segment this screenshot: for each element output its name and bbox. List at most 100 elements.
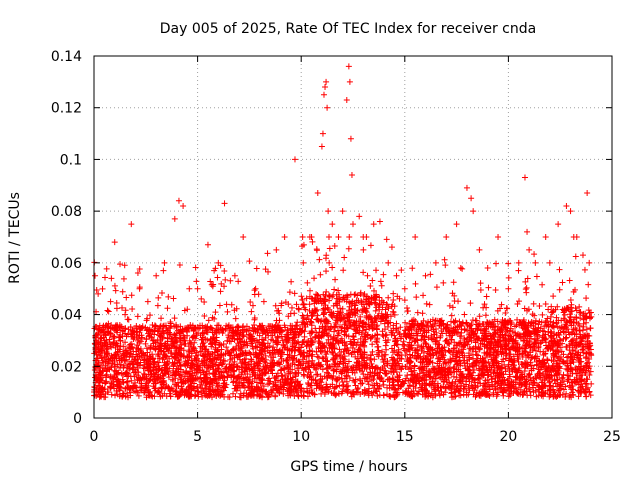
data-point bbox=[215, 362, 222, 369]
data-point bbox=[348, 351, 355, 358]
data-point bbox=[256, 332, 263, 339]
data-point bbox=[364, 378, 371, 385]
data-point bbox=[303, 295, 310, 302]
data-point bbox=[396, 295, 403, 302]
data-point bbox=[137, 338, 144, 345]
data-point bbox=[452, 393, 459, 400]
data-point bbox=[456, 377, 463, 384]
data-point bbox=[128, 377, 135, 384]
data-point bbox=[317, 295, 324, 302]
data-point bbox=[557, 344, 564, 351]
data-point bbox=[583, 363, 590, 370]
data-point bbox=[573, 342, 580, 349]
data-point bbox=[278, 355, 285, 362]
data-point bbox=[103, 341, 110, 348]
data-point bbox=[539, 281, 546, 288]
data-point bbox=[141, 356, 148, 363]
data-point bbox=[509, 366, 516, 373]
data-point bbox=[219, 374, 226, 381]
data-point bbox=[356, 376, 363, 383]
data-point bbox=[126, 344, 133, 351]
data-point bbox=[348, 340, 355, 347]
data-point bbox=[477, 280, 484, 287]
data-point bbox=[204, 323, 211, 330]
data-point bbox=[517, 319, 524, 326]
data-point bbox=[384, 301, 391, 308]
data-point bbox=[420, 292, 427, 299]
data-point bbox=[503, 305, 510, 312]
data-point bbox=[109, 357, 116, 364]
data-point bbox=[499, 331, 506, 338]
data-point bbox=[554, 303, 561, 310]
data-point bbox=[269, 362, 276, 369]
data-point bbox=[401, 347, 408, 354]
data-point bbox=[317, 376, 324, 383]
data-point bbox=[379, 378, 386, 385]
data-point bbox=[586, 388, 593, 395]
data-point bbox=[167, 393, 174, 400]
data-point bbox=[464, 336, 471, 343]
data-point bbox=[162, 370, 169, 377]
data-point bbox=[438, 369, 445, 376]
data-point bbox=[573, 339, 580, 346]
data-point bbox=[147, 333, 154, 340]
data-point bbox=[514, 301, 521, 308]
data-point bbox=[172, 354, 179, 361]
data-point bbox=[359, 388, 366, 395]
data-point bbox=[413, 294, 420, 301]
data-point bbox=[574, 370, 581, 377]
data-point bbox=[149, 337, 156, 344]
data-point bbox=[332, 324, 339, 331]
data-point bbox=[432, 388, 439, 395]
data-point bbox=[323, 384, 330, 391]
data-point bbox=[545, 322, 552, 329]
data-point bbox=[399, 389, 406, 396]
data-point bbox=[366, 300, 373, 307]
data-point bbox=[321, 327, 328, 334]
data-point bbox=[309, 338, 316, 345]
data-point bbox=[227, 356, 234, 363]
data-point bbox=[360, 339, 367, 346]
data-point bbox=[483, 335, 490, 342]
data-point bbox=[541, 328, 548, 335]
data-point bbox=[310, 310, 317, 317]
data-point bbox=[337, 368, 344, 375]
data-point bbox=[176, 261, 183, 268]
data-point bbox=[322, 292, 329, 299]
data-point bbox=[156, 355, 163, 362]
data-point bbox=[471, 376, 478, 383]
data-point bbox=[257, 368, 264, 375]
data-point bbox=[132, 369, 139, 376]
data-point bbox=[122, 385, 129, 392]
data-point bbox=[357, 342, 364, 349]
data-point bbox=[171, 381, 178, 388]
data-point bbox=[287, 322, 294, 329]
data-point bbox=[461, 342, 468, 349]
data-point bbox=[271, 329, 278, 336]
data-point bbox=[361, 333, 368, 340]
data-point bbox=[193, 357, 200, 364]
data-point bbox=[146, 377, 153, 384]
data-point bbox=[268, 336, 275, 343]
data-point bbox=[496, 370, 503, 377]
data-point bbox=[315, 317, 322, 324]
data-point bbox=[490, 342, 497, 349]
data-point bbox=[304, 389, 311, 396]
data-point bbox=[289, 366, 296, 373]
data-point bbox=[474, 352, 481, 359]
data-point bbox=[172, 388, 179, 395]
data-point bbox=[342, 319, 349, 326]
data-point bbox=[113, 305, 120, 312]
data-point bbox=[526, 381, 533, 388]
data-point bbox=[368, 322, 375, 329]
data-point bbox=[181, 361, 188, 368]
data-point bbox=[223, 344, 230, 351]
data-point bbox=[552, 380, 559, 387]
data-point bbox=[351, 391, 358, 398]
data-point bbox=[175, 356, 182, 363]
data-point bbox=[442, 373, 449, 380]
data-point bbox=[497, 364, 504, 371]
data-point bbox=[358, 299, 365, 306]
data-point bbox=[554, 357, 561, 364]
data-point bbox=[544, 368, 551, 375]
